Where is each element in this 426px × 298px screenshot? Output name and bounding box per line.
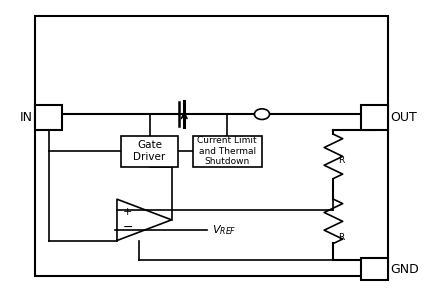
Bar <box>121 136 178 167</box>
Text: R: R <box>338 233 344 242</box>
Text: IN: IN <box>20 111 33 124</box>
Text: GND: GND <box>389 263 418 276</box>
Bar <box>35 105 62 130</box>
Text: $V_{REF}$: $V_{REF}$ <box>211 223 236 237</box>
Bar <box>35 16 387 276</box>
Text: Gate
Driver: Gate Driver <box>133 140 165 162</box>
Bar <box>192 136 262 167</box>
Text: −: − <box>122 221 132 234</box>
Bar <box>360 258 387 280</box>
Text: +: + <box>123 207 132 218</box>
Text: R: R <box>338 156 344 165</box>
Text: OUT: OUT <box>389 111 416 124</box>
Bar <box>360 105 387 130</box>
Text: Current Limit
and Thermal
Shutdown: Current Limit and Thermal Shutdown <box>197 136 256 166</box>
